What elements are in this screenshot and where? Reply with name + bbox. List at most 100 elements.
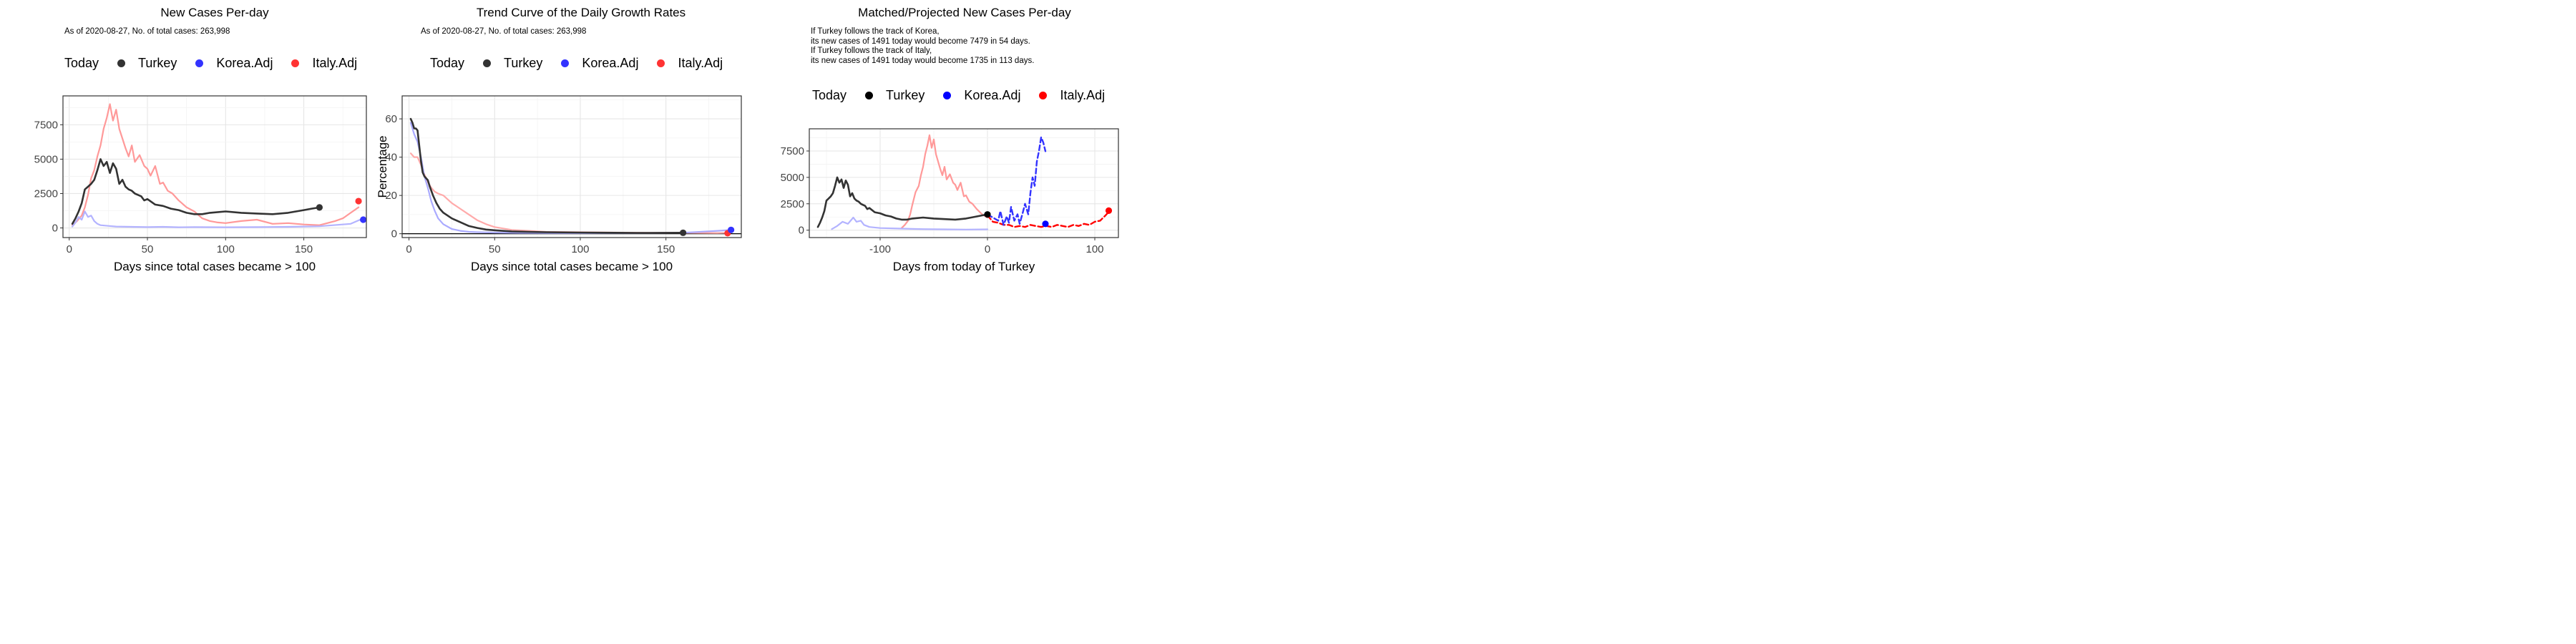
legend-dot-icon — [561, 59, 570, 67]
y-tick-label: 20 — [385, 190, 397, 202]
x-tick-label: 100 — [1085, 243, 1103, 255]
x-axis-title: Days from today of Turkey — [893, 260, 1035, 273]
plot-area: 0 50 100 150 0 20 40 60 Days since total cases b… — [376, 95, 742, 273]
subtitle-line: If Turkey follows the track of Korea, — [811, 27, 940, 36]
chart-new-cases: 0 50 100 150 0 2500 5000 7500 Days since total c… — [34, 95, 367, 273]
x-tick-label: -100 — [869, 243, 891, 255]
today-point-italy-adj — [1105, 207, 1113, 214]
legend-label: Korea.Adj — [582, 56, 639, 70]
plot-border — [809, 128, 1119, 238]
legend-label: Korea.Adj — [216, 56, 273, 70]
y-tick-label: 0 — [799, 225, 804, 237]
series-line-korea-adj-projected — [986, 136, 1047, 226]
legend-dot-icon — [657, 59, 665, 67]
legend-item-italy: Italy.Adj — [291, 56, 357, 71]
subtitle-line: If Turkey follows the track of Italy, — [811, 47, 932, 55]
x-tick-label: 0 — [985, 243, 990, 255]
legend-dot-icon — [1039, 92, 1048, 99]
y-tick-label: 0 — [391, 228, 397, 240]
series-line-turkey — [409, 117, 684, 234]
panel-title: New Cases Per-day — [160, 6, 269, 19]
subtitle-line: its new cases of 1491 today would become… — [811, 36, 1030, 46]
subtitle-line: As of 2020-08-27, No. of total cases: 26… — [64, 27, 230, 36]
legend-dot-icon — [117, 59, 126, 67]
legend-item-italy: Italy.Adj — [1039, 88, 1105, 103]
y-axis-title: Percentage — [376, 136, 389, 198]
legend-dot-icon — [195, 59, 204, 67]
legend-dot-icon — [483, 59, 492, 67]
legend-item-italy: Italy.Adj — [657, 56, 723, 71]
today-point-turkey — [984, 211, 991, 218]
legend-dot-icon — [865, 92, 874, 99]
x-tick-label: 50 — [489, 243, 501, 255]
legend-label: Italy.Adj — [678, 56, 723, 70]
plot-background — [402, 96, 741, 238]
x-axis-title: Days since total cases became > 100 — [114, 260, 316, 273]
today-point-turkey — [680, 229, 687, 236]
subtitle-line: its new cases of 1491 today would become… — [811, 56, 1035, 65]
legend-item-korea: Korea.Adj — [561, 56, 638, 71]
legend: Today Turkey Korea.Adj Italy.Adj — [64, 56, 376, 71]
legend-label: Italy.Adj — [1060, 88, 1106, 102]
series-line-italy-adj-projected — [986, 210, 1110, 228]
panel-subtitle: As of 2020-08-27, No. of total cases: 26… — [421, 27, 586, 37]
panel-subtitle: If Turkey follows the track of Korea, it… — [811, 27, 1034, 66]
y-tick-label: 7500 — [781, 145, 804, 157]
x-tick-label: 100 — [571, 243, 589, 255]
legend: Today Turkey Korea.Adj Italy.Adj — [430, 56, 741, 71]
x-tick-label: 50 — [142, 243, 154, 255]
x-tick-label: 150 — [295, 243, 313, 255]
y-tick-label: 0 — [52, 223, 58, 235]
legend-label: Turkey — [138, 56, 177, 70]
legend-title: Today — [430, 56, 465, 70]
chart-growth-rates: 0 50 100 150 0 20 40 60 Days since total cases b… — [376, 95, 742, 273]
legend-item-korea: Korea.Adj — [195, 56, 273, 71]
series-line-turkey — [71, 158, 321, 225]
x-tick-label: 0 — [67, 243, 72, 255]
panel-new-cases: New Cases Per-day As of 2020-08-27, No. … — [0, 0, 372, 280]
today-point-korea-adj — [728, 226, 735, 233]
today-point-korea-adj — [1042, 220, 1049, 228]
series-line-korea-adj-past — [831, 216, 989, 230]
today-point-italy-adj — [355, 197, 362, 205]
x-tick-label: 150 — [657, 243, 675, 255]
panel-growth-rates: Trend Curve of the Daily Growth Rates As… — [366, 0, 742, 280]
x-axis-title: Days since total cases became > 100 — [471, 260, 673, 273]
legend-item-turkey: Turkey — [483, 56, 542, 71]
legend-label: Italy.Adj — [312, 56, 358, 70]
legend: Today Turkey Korea.Adj Italy.Adj — [812, 88, 1123, 103]
x-tick-label: 0 — [406, 243, 411, 255]
panel-title: Matched/Projected New Cases Per-day — [858, 6, 1071, 19]
legend-dot-icon — [943, 92, 952, 99]
plot-border — [401, 95, 742, 238]
plot-border — [62, 95, 367, 238]
chart-projected: -100 0 100 0 2500 5000 7500 Days from today of … — [781, 128, 1119, 273]
subtitle-line: As of 2020-08-27, No. of total cases: 26… — [421, 27, 587, 36]
series-line-italy-adj-past — [900, 134, 989, 229]
panel-projected: Matched/Projected New Cases Per-day If T… — [750, 0, 1122, 280]
legend-label: Turkey — [504, 56, 543, 70]
y-tick-label: 40 — [385, 152, 397, 164]
y-tick-label: 7500 — [34, 119, 58, 131]
y-tick-label: 60 — [385, 113, 397, 125]
legend-item-turkey: Turkey — [117, 56, 177, 71]
legend-label: Korea.Adj — [964, 88, 1021, 102]
legend-dot-icon — [291, 59, 300, 67]
legend-item-korea: Korea.Adj — [943, 88, 1020, 103]
today-point-korea-adj — [360, 216, 367, 223]
y-tick-label: 2500 — [34, 187, 58, 200]
y-tick-label: 5000 — [34, 153, 58, 165]
y-tick-label: 5000 — [781, 172, 804, 184]
legend-label: Turkey — [886, 88, 925, 102]
x-tick-label: 100 — [217, 243, 235, 255]
legend-title: Today — [64, 56, 99, 70]
panel-title: Trend Curve of the Daily Growth Rates — [476, 6, 686, 19]
legend-item-turkey: Turkey — [865, 88, 924, 103]
today-point-turkey — [316, 204, 323, 211]
series-line-korea-adj — [72, 210, 361, 228]
panel-subtitle: As of 2020-08-27, No. of total cases: 26… — [64, 27, 230, 37]
legend-title: Today — [812, 88, 847, 102]
y-tick-label: 2500 — [781, 198, 804, 210]
series-line-italy-adj — [72, 103, 360, 226]
plot-area: 0 50 100 150 0 2500 5000 7500 Days since total c… — [34, 95, 367, 273]
